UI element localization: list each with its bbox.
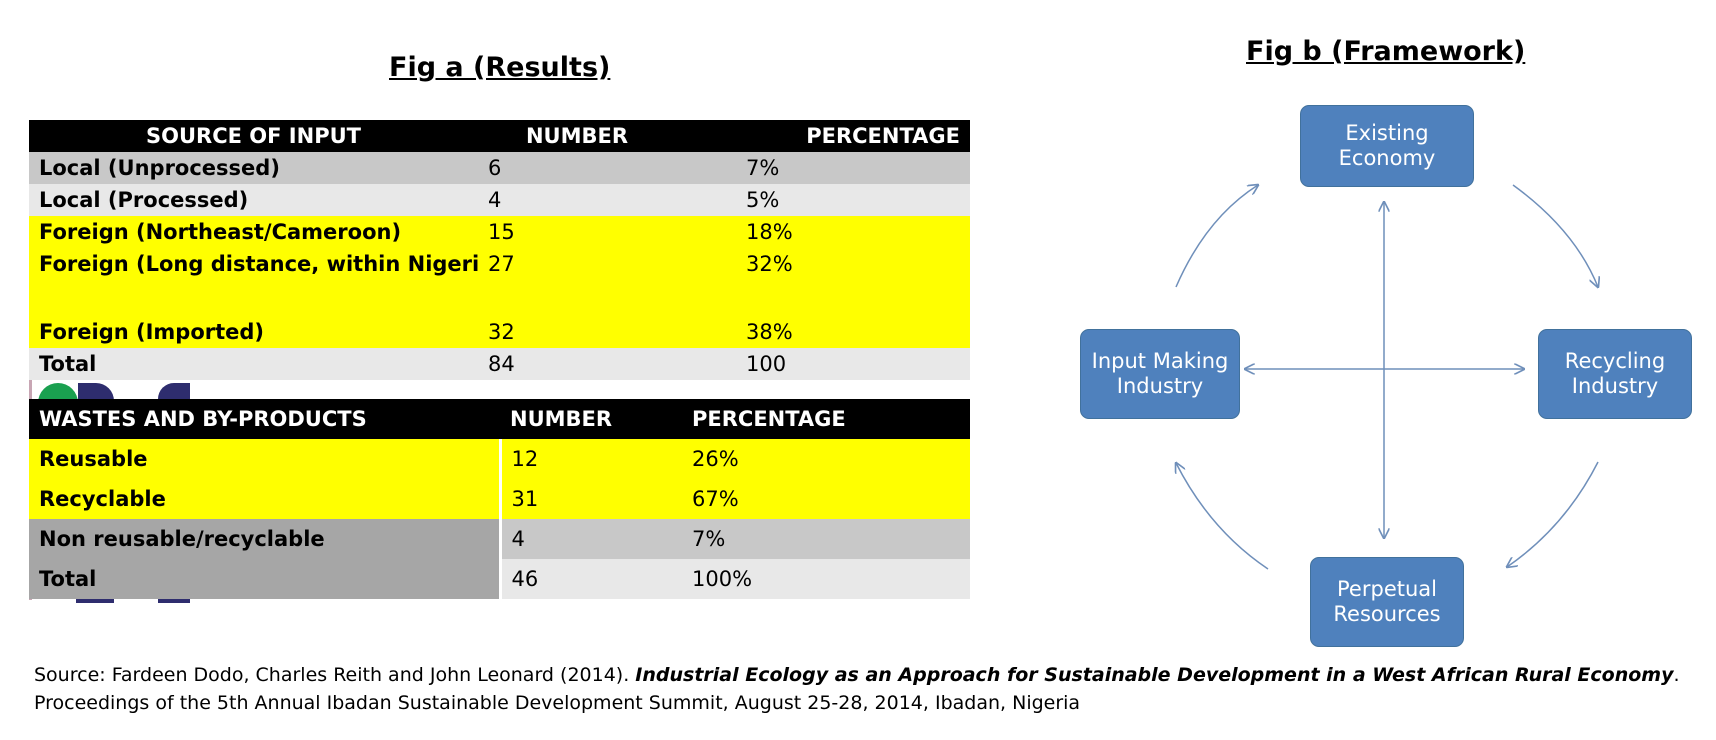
left-edge-decoration <box>29 120 32 600</box>
row-percentage: 100 <box>746 352 787 376</box>
row-number: 4 <box>498 519 682 559</box>
source-of-input-table: SOURCE OF INPUT NUMBER PERCENTAGE Local … <box>29 120 970 380</box>
node-recycling-industry: Recycling Industry <box>1538 329 1692 419</box>
arc-arrow-left-to-top <box>1175 185 1258 288</box>
column-header-source: SOURCE OF INPUT <box>29 120 478 152</box>
column-header-number: NUMBER <box>478 120 736 152</box>
citation-prefix: Source: Fardeen Dodo, Charles Reith and … <box>34 664 636 686</box>
row-label: Total <box>29 559 500 599</box>
column-header-percentage: PERCENTAGE <box>736 120 970 152</box>
column-header-percentage: PERCENTAGE <box>682 399 970 439</box>
row-number: 6 <box>488 156 502 180</box>
row-label: Non reusable/recyclable <box>29 519 500 559</box>
citation-suffix: . Proceedings of the 5th Annual Ibadan S… <box>34 664 1680 714</box>
table-header-row: WASTES AND BY-PRODUCTS NUMBER PERCENTAGE <box>29 399 970 439</box>
row-number: 27 <box>488 252 515 276</box>
navy-blob-decoration <box>78 383 114 403</box>
green-blob-decoration <box>38 383 78 403</box>
navy-strip-decoration <box>76 598 114 603</box>
table-row: Recyclable 31 67% <box>29 479 970 519</box>
table-row: Foreign (Imported) 32 38% <box>29 316 970 348</box>
row-number: 31 <box>498 479 682 519</box>
wastes-table: WASTES AND BY-PRODUCTS NUMBER PERCENTAGE… <box>29 399 970 599</box>
row-number: 15 <box>488 220 515 244</box>
citation-title: Industrial Ecology as an Approach for Su… <box>635 664 1674 686</box>
row-number: 46 <box>498 559 682 599</box>
arc-arrow-right-to-bottom <box>1507 461 1599 567</box>
arc-arrow-top-to-right <box>1512 184 1598 287</box>
row-percentage: 26% <box>682 439 970 479</box>
row-label: Local (Unprocessed) <box>39 156 280 180</box>
row-label: Total <box>39 352 97 376</box>
row-percentage: 7% <box>746 156 780 180</box>
table-row: Total 84 100 <box>29 348 970 380</box>
table-header-row: SOURCE OF INPUT NUMBER PERCENTAGE <box>29 120 970 152</box>
row-percentage: 38% <box>746 320 793 344</box>
row-percentage: 67% <box>682 479 970 519</box>
node-perpetual-resources: Perpetual Resources <box>1310 557 1464 647</box>
row-label: Local (Processed) <box>39 188 249 212</box>
fig-a-title: Fig a (Results) <box>389 52 611 83</box>
row-label: Foreign (Imported) <box>39 320 265 344</box>
row-percentage: 18% <box>746 220 793 244</box>
row-label: Foreign (Long distance, within Nigeria) <box>39 252 478 276</box>
table-row: Reusable 12 26% <box>29 439 970 479</box>
row-percentage: 7% <box>682 519 970 559</box>
navy-strip-decoration-2 <box>158 598 190 603</box>
row-number: 32 <box>488 320 515 344</box>
table-row: Local (Processed) 4 5% <box>29 184 970 216</box>
fig-b-title: Fig b (Framework) <box>1246 36 1526 67</box>
row-number: 12 <box>498 439 682 479</box>
column-header-number: NUMBER <box>500 399 682 439</box>
row-label: Recyclable <box>29 479 500 519</box>
source-citation: Source: Fardeen Dodo, Charles Reith and … <box>34 661 1694 717</box>
row-label: Foreign (Northeast/Cameroon) <box>39 220 402 244</box>
row-percentage: 100% <box>682 559 970 599</box>
table-row: Total 46 100% <box>29 559 970 599</box>
navy-block-decoration <box>158 383 190 403</box>
column-header-wastes: WASTES AND BY-PRODUCTS <box>29 399 500 439</box>
node-input-making-industry: Input Making Industry <box>1080 329 1240 419</box>
row-number: 4 <box>488 188 502 212</box>
arc-arrow-bottom-to-left <box>1176 463 1269 570</box>
node-existing-economy: Existing Economy <box>1300 105 1474 187</box>
table-row: Non reusable/recyclable 4 7% <box>29 519 970 559</box>
row-label: Reusable <box>29 439 500 479</box>
table-row: Local (Unprocessed) 6 7% <box>29 152 970 184</box>
row-number: 84 <box>488 352 515 376</box>
table-row: Foreign (Long distance, within Nigeria) … <box>29 248 970 316</box>
row-percentage: 32% <box>746 252 793 276</box>
table-row: Foreign (Northeast/Cameroon) 15 18% <box>29 216 970 248</box>
row-percentage: 5% <box>746 188 780 212</box>
